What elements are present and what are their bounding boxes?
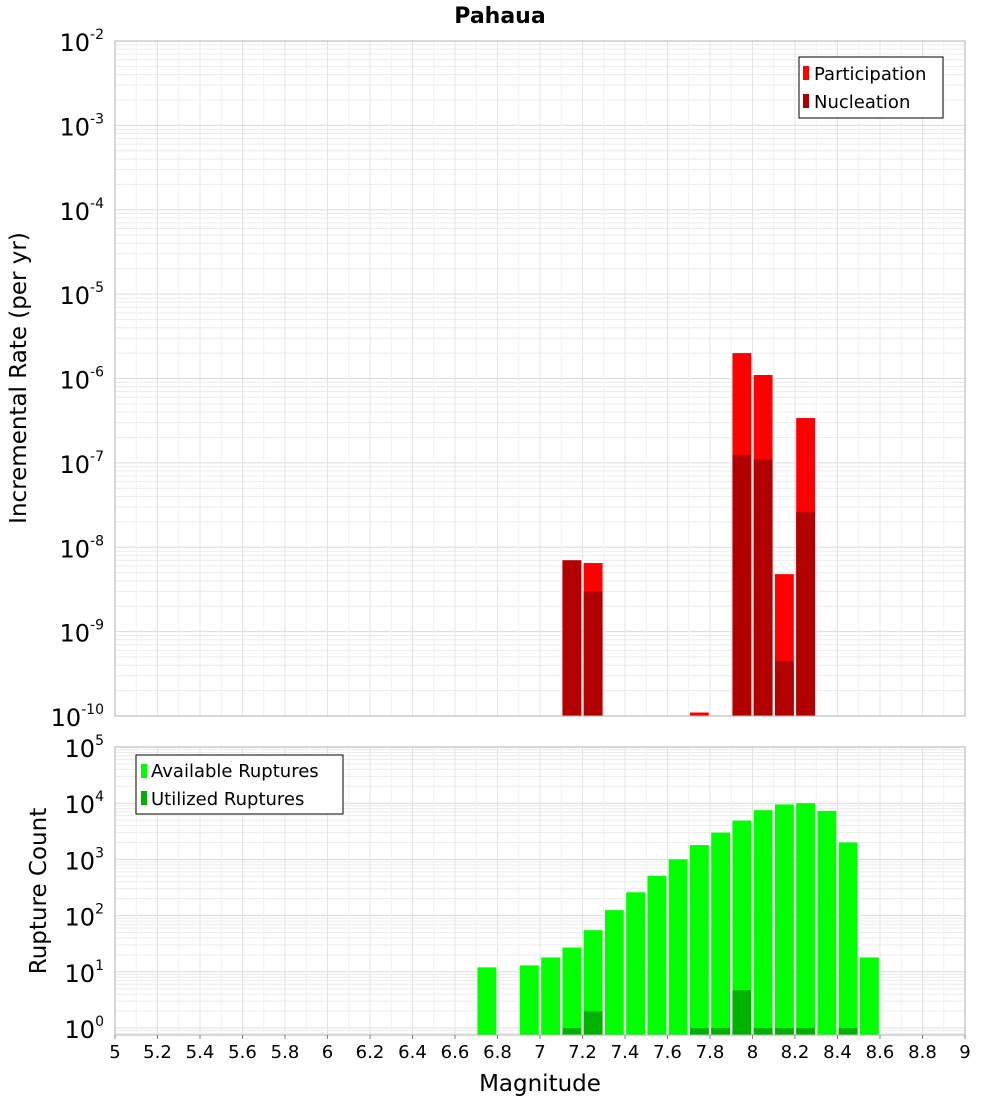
rate-bar-nucleation xyxy=(796,512,816,716)
x-tick-label: 8.8 xyxy=(908,1042,937,1063)
count-bar-utilized-ruptures xyxy=(562,1027,582,1035)
count-bar-available-ruptures xyxy=(753,810,773,1035)
count-legend: Available Ruptures Utilized Ruptures xyxy=(135,754,344,815)
count-bar-utilized-ruptures xyxy=(796,1027,816,1035)
legend-swatch-participation xyxy=(803,66,809,80)
x-tick-label: 5.4 xyxy=(186,1042,215,1063)
count-bar-available-ruptures xyxy=(711,832,731,1035)
rate-legend: Participation Nucleation xyxy=(798,56,944,119)
count-bar-available-ruptures xyxy=(626,892,646,1035)
x-tick-label: 6 xyxy=(322,1042,333,1063)
count-bar-utilized-ruptures xyxy=(753,1027,773,1035)
count-y-axis-label: Rupture Count xyxy=(26,808,52,974)
x-tick-label: 7.6 xyxy=(653,1042,682,1063)
x-tick-label: 6.6 xyxy=(441,1042,470,1063)
rate-y-tick-label: 10-4 xyxy=(59,196,104,226)
rate-y-tick-label: 10-5 xyxy=(59,280,104,310)
rate-y-tick-label: 10-3 xyxy=(59,111,104,141)
count-bar-available-ruptures xyxy=(519,965,539,1035)
count-x-ticks: 5 5.2 5.4 5.6 5.8 6 6.2 6.4 6.6 6.8 7 7.2 7.4 7.6 7.8 8… xyxy=(109,1035,971,1063)
rate-bar-nucleation xyxy=(774,660,794,716)
count-bars xyxy=(477,803,879,1035)
count-bar-available-ruptures xyxy=(774,804,794,1035)
x-tick-label: 7.8 xyxy=(696,1042,725,1063)
x-tick-label: 6.4 xyxy=(398,1042,427,1063)
legend-swatch-available xyxy=(141,764,147,778)
rate-y-axis-label: Incremental Rate (per yr) xyxy=(6,232,32,524)
legend-label-nucleation: Nucleation xyxy=(814,92,910,113)
count-bar-available-ruptures xyxy=(838,842,858,1035)
legend-label-participation: Participation xyxy=(814,64,926,85)
count-bar-available-ruptures xyxy=(477,967,497,1035)
count-y-tick-label: 103 xyxy=(65,845,104,875)
x-tick-label: 7.2 xyxy=(568,1042,597,1063)
count-y-tick-label: 101 xyxy=(65,958,104,988)
x-tick-label: 5.8 xyxy=(271,1042,300,1063)
count-y-ticks: 100 101 102 103 104 105 xyxy=(65,733,105,1044)
count-bar-utilized-ruptures xyxy=(732,990,752,1035)
rate-y-tick-label: 10-7 xyxy=(59,449,104,479)
count-bar-available-ruptures xyxy=(604,910,624,1035)
count-bar-utilized-ruptures xyxy=(711,1027,731,1035)
legend-swatch-nucleation xyxy=(803,94,809,108)
rate-y-tick-label: 10-8 xyxy=(59,533,104,563)
x-tick-label: 8.2 xyxy=(781,1042,810,1063)
legend-swatch-utilized xyxy=(141,791,147,805)
chart-title: Pahaua xyxy=(454,4,545,29)
rate-y-tick-label: 10-6 xyxy=(59,365,104,395)
rate-y-ticks: 10-10 10-9 10-8 10-7 10-6 10-5 10-4 10-3 10-2 xyxy=(51,27,105,732)
count-bar-available-ruptures xyxy=(796,803,816,1035)
rate-plot-border xyxy=(114,40,966,717)
rate-legend-box xyxy=(798,56,944,119)
x-tick-label: 7.4 xyxy=(611,1042,640,1063)
rate-grid xyxy=(114,41,966,717)
x-tick-label: 8.4 xyxy=(823,1042,852,1063)
x-tick-label: 6.8 xyxy=(483,1042,512,1063)
count-bar-available-ruptures xyxy=(583,930,603,1035)
count-bar-available-ruptures xyxy=(732,820,752,1035)
count-y-tick-label: 104 xyxy=(65,789,105,819)
count-y-tick-label: 100 xyxy=(65,1014,104,1044)
legend-label-utilized: Utilized Ruptures xyxy=(151,789,304,810)
rate-bar-nucleation xyxy=(583,591,603,716)
rate-bar-nucleation xyxy=(562,560,582,716)
count-bar-available-ruptures xyxy=(541,957,561,1035)
count-bar-utilized-ruptures xyxy=(689,1027,709,1035)
count-bar-available-ruptures xyxy=(647,875,667,1035)
x-tick-label: 5.2 xyxy=(143,1042,172,1063)
count-bar-available-ruptures xyxy=(689,845,709,1035)
x-tick-label: 8 xyxy=(747,1042,758,1063)
count-bar-available-ruptures xyxy=(859,957,879,1035)
count-bar-utilized-ruptures xyxy=(774,1027,794,1035)
count-y-tick-label: 105 xyxy=(65,733,104,763)
count-bar-utilized-ruptures xyxy=(838,1027,858,1035)
x-tick-label: 8.6 xyxy=(866,1042,895,1063)
x-tick-label: 5 xyxy=(109,1042,120,1063)
count-panel: 100 101 102 103 104 105 5 5.2 5.4 5.6 5.8 6 6.2 6.4 6… xyxy=(26,733,971,1097)
rate-y-tick-label: 10-10 xyxy=(51,702,104,732)
count-legend-box xyxy=(135,754,344,815)
x-tick-label: 5.6 xyxy=(228,1042,257,1063)
rate-bar-nucleation xyxy=(732,454,752,716)
count-y-tick-label: 102 xyxy=(65,902,104,932)
rate-bars xyxy=(562,353,816,716)
rate-bar-nucleation xyxy=(753,459,773,716)
rate-y-tick-label: 10-2 xyxy=(59,27,104,57)
count-bar-available-ruptures xyxy=(668,859,688,1035)
count-bar-available-ruptures xyxy=(562,947,582,1035)
legend-label-available: Available Ruptures xyxy=(151,761,319,782)
rate-y-tick-label: 10-9 xyxy=(59,618,104,648)
count-bar-utilized-ruptures xyxy=(583,1011,603,1035)
x-axis-label: Magnitude xyxy=(479,1071,601,1097)
x-tick-label: 7 xyxy=(534,1042,545,1063)
count-bar-available-ruptures xyxy=(817,810,837,1035)
x-tick-label: 6.2 xyxy=(356,1042,385,1063)
rate-panel: 10-10 10-9 10-8 10-7 10-6 10-5 10-4 10-3 10-2 In… xyxy=(6,27,966,732)
rate-bar-participation xyxy=(689,712,709,716)
x-tick-label: 9 xyxy=(959,1042,970,1063)
